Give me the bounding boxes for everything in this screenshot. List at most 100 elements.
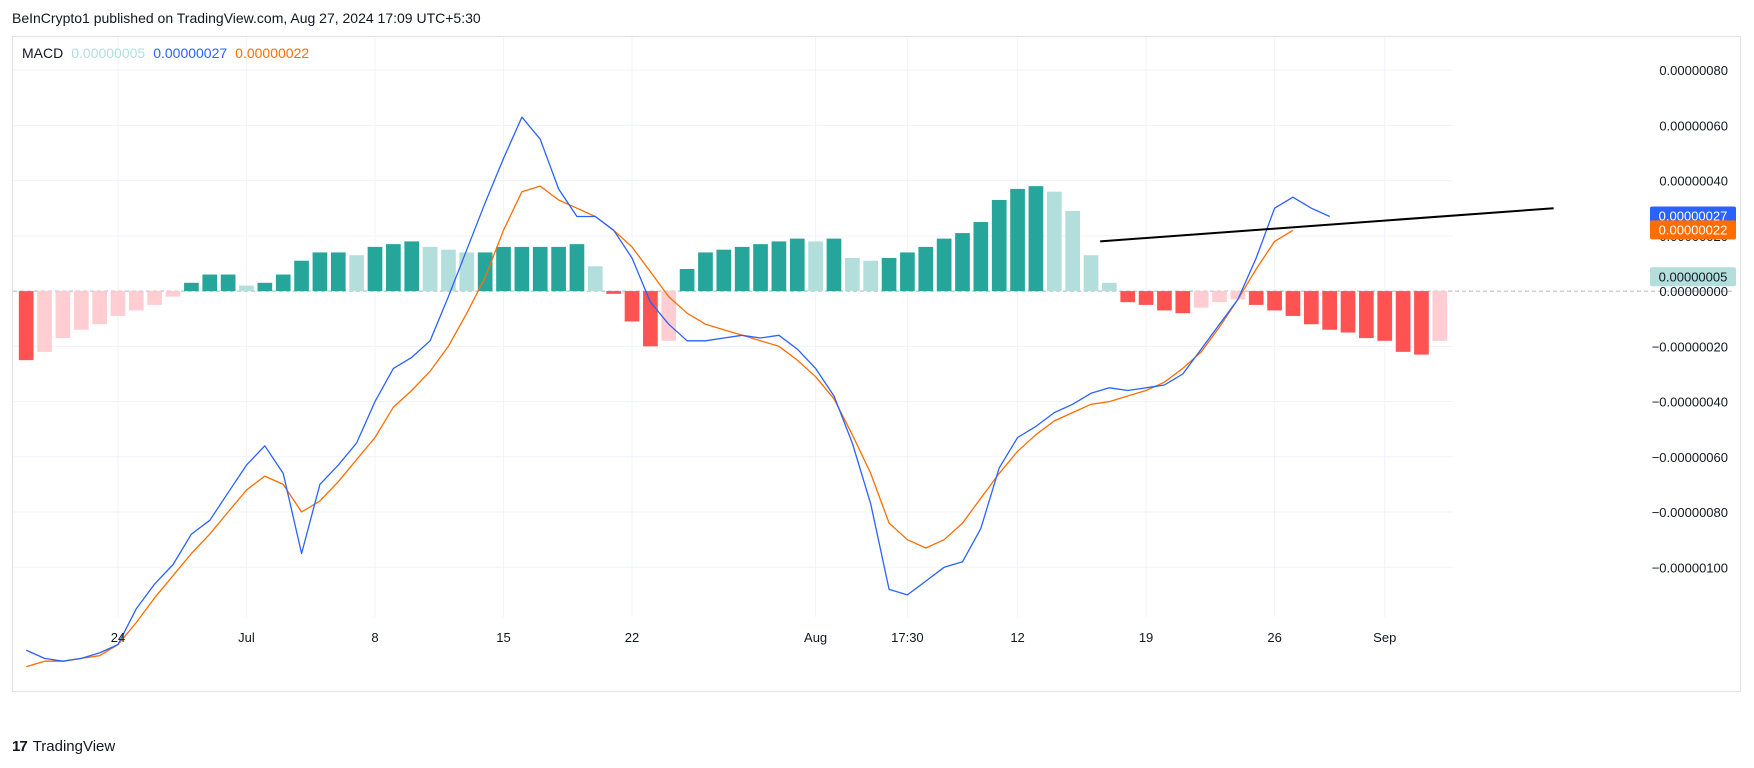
- y-axis-tick-label: −0.00000060: [1652, 450, 1728, 465]
- legend-indicator-name[interactable]: MACD: [22, 45, 64, 61]
- histogram-bar: [1285, 291, 1301, 316]
- histogram-bar: [569, 244, 585, 292]
- histogram-bar: [330, 252, 346, 292]
- histogram-bar: [808, 241, 823, 292]
- histogram-bar: [477, 252, 493, 292]
- macd-line: [25, 116, 1330, 662]
- price-label-macd: 0.00000027: [1659, 209, 1728, 224]
- y-axis-tick-label: 0.00000060: [1659, 118, 1728, 133]
- chart-frame: 0.000000800.000000600.000000400.00000020…: [12, 36, 1741, 692]
- x-axis-tick-label: 17:30: [891, 630, 924, 645]
- x-axis-tick-label: 19: [1139, 630, 1153, 645]
- histogram-bar: [532, 246, 548, 292]
- histogram-bar: [441, 249, 456, 292]
- histogram-bar: [826, 238, 842, 292]
- histogram-bar: [514, 246, 530, 292]
- histogram-bar: [844, 257, 860, 292]
- histogram-bar: [1414, 291, 1429, 355]
- histogram-bar: [1322, 291, 1338, 330]
- histogram-bar: [1120, 291, 1136, 303]
- histogram-bar: [881, 257, 897, 292]
- histogram-bar: [1157, 291, 1172, 311]
- histogram-bar: [789, 238, 805, 292]
- histogram-bar: [606, 291, 622, 294]
- histogram-bar: [661, 291, 677, 341]
- histogram-bar: [1432, 291, 1448, 341]
- histogram-bar: [312, 252, 328, 292]
- y-axis-tick-label: 0.00000040: [1659, 174, 1728, 189]
- histogram-bar: [404, 241, 420, 292]
- histogram-bar: [900, 252, 915, 292]
- tradingview-branding[interactable]: 17 TradingView: [12, 738, 115, 755]
- histogram-bar: [863, 260, 879, 292]
- histogram-bar: [771, 241, 787, 292]
- histogram-bar: [1267, 291, 1282, 311]
- histogram-bar: [1212, 291, 1227, 303]
- histogram-bar: [1010, 188, 1025, 292]
- x-axis-tick-label: 8: [371, 630, 378, 645]
- legend-histogram-value: 0.00000005: [71, 45, 146, 61]
- histogram-bar: [184, 282, 199, 292]
- y-axis-tick-label: 0.00000080: [1659, 63, 1728, 78]
- x-axis-tick-label: 24: [111, 630, 125, 645]
- histogram-bar: [1340, 291, 1356, 333]
- y-axis-tick-label: −0.00000040: [1652, 395, 1728, 410]
- legend: MACD 0.00000005 0.00000027 0.00000022: [22, 45, 309, 61]
- legend-signal-value: 0.00000022: [235, 45, 310, 61]
- x-axis-tick-label: Aug: [804, 630, 827, 645]
- histogram-bar: [73, 291, 89, 330]
- x-axis-tick-label: 22: [625, 630, 639, 645]
- histogram-bar: [1359, 291, 1374, 339]
- histogram-bar: [1303, 291, 1319, 325]
- y-axis-tick-label: −0.00000020: [1652, 339, 1728, 354]
- histogram-bar: [955, 233, 970, 292]
- price-label-signal: 0.00000022: [1659, 222, 1728, 237]
- attribution-text: BeInCrypto1 published on TradingView.com…: [12, 10, 481, 26]
- histogram-bar: [202, 274, 218, 292]
- histogram-bar: [1138, 291, 1154, 305]
- histogram-bar: [936, 238, 952, 292]
- histogram-bar: [643, 291, 658, 347]
- histogram-bar: [716, 249, 732, 292]
- histogram-bar: [587, 266, 603, 292]
- x-axis-tick-label: 26: [1267, 630, 1281, 645]
- histogram-bar: [147, 291, 163, 305]
- histogram-bar: [753, 244, 768, 292]
- histogram-bar: [991, 199, 1007, 292]
- histogram-bar: [624, 291, 640, 322]
- x-axis-tick-label: 15: [496, 630, 510, 645]
- histogram-bar: [386, 244, 401, 292]
- histogram-bar: [1175, 291, 1191, 314]
- x-axis-tick-label: Sep: [1373, 630, 1396, 645]
- histogram-bar: [734, 246, 750, 292]
- histogram-bar: [679, 269, 695, 292]
- histogram-bar: [973, 222, 989, 292]
- histogram-bar: [551, 246, 566, 292]
- histogram-bar: [422, 246, 438, 292]
- signal-line: [26, 185, 1294, 668]
- histogram-bar: [257, 282, 273, 292]
- histogram-bar: [92, 291, 107, 325]
- macd-chart[interactable]: 0.000000800.000000600.000000400.00000020…: [13, 37, 1742, 693]
- histogram-bar: [1230, 291, 1246, 300]
- histogram-bar: [239, 285, 254, 292]
- histogram-bar: [1028, 186, 1044, 292]
- histogram-bar: [165, 291, 181, 297]
- x-axis-tick-label: Jul: [238, 630, 255, 645]
- price-label-background: [1650, 267, 1736, 287]
- price-label-histogram: 0.00000005: [1659, 269, 1728, 284]
- histogram-bar: [1193, 291, 1209, 308]
- y-axis-tick-label: 0.00000000: [1659, 284, 1728, 299]
- histogram-bar: [1377, 291, 1393, 341]
- histogram-bar: [1395, 291, 1411, 352]
- tradingview-logo-icon: 17: [12, 738, 28, 755]
- histogram-bar: [110, 291, 126, 316]
- histogram-bar: [18, 291, 34, 361]
- x-axis-tick-label: 12: [1010, 630, 1024, 645]
- histogram-bar: [37, 291, 52, 352]
- y-axis-tick-label: −0.00000100: [1652, 560, 1728, 575]
- histogram-bar: [1102, 282, 1117, 292]
- histogram-bar: [918, 246, 934, 292]
- histogram-bar: [496, 246, 511, 292]
- price-label-background: [1650, 220, 1736, 240]
